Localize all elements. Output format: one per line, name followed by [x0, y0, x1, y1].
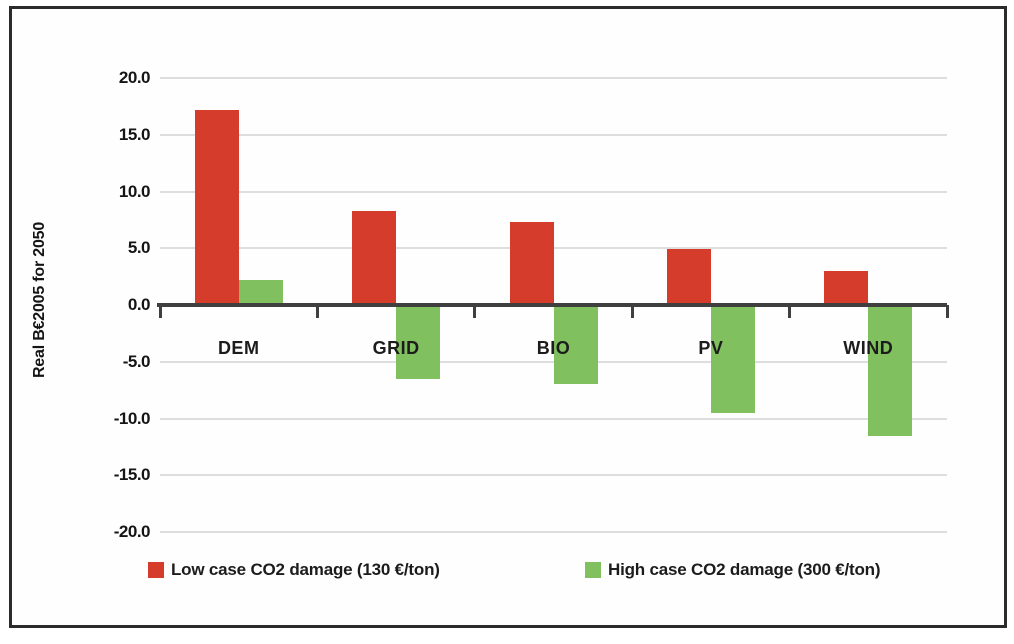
gridline-20: [160, 77, 947, 79]
y-tick-label: 15.0: [118, 124, 151, 144]
x-axis-tick: [788, 305, 792, 318]
x-axis-tick: [473, 305, 477, 318]
bar-pv-low: [666, 249, 711, 305]
y-tick-label: -10.0: [113, 408, 151, 428]
y-tick-label: 10.0: [118, 181, 151, 201]
y-tick-label: -5.0: [122, 351, 151, 371]
bar-dem-low: [194, 109, 239, 305]
gridline-15: [160, 133, 947, 136]
gridline--10: [160, 417, 947, 420]
gridline-10: [160, 190, 947, 193]
legend-swatch-green-icon: [585, 562, 601, 578]
gridline--20: [160, 531, 947, 533]
figure-border: [9, 6, 1007, 628]
bar-bio-high: [553, 305, 598, 385]
legend-label: High case CO2 damage (300 €/ton): [608, 560, 881, 579]
gridline--15: [160, 474, 947, 477]
y-tick-label: -15.0: [113, 465, 151, 485]
legend-label: Low case CO2 damage (130 €/ton): [171, 560, 440, 579]
category-label-wind: WIND: [843, 338, 894, 358]
bar-grid-high: [396, 305, 441, 379]
category-label-grid: GRID: [372, 338, 420, 358]
legend-swatch-red-icon: [148, 562, 164, 578]
bar-bio-low: [509, 222, 554, 305]
category-label-pv: PV: [698, 338, 724, 358]
bar-wind-low: [824, 270, 869, 305]
bar-pv-high: [710, 305, 755, 413]
legend-item-high: High case CO2 damage (300 €/ton): [585, 560, 881, 580]
bar-wind-high: [868, 305, 913, 436]
bar-dem-high: [238, 280, 283, 305]
x-axis-tick: [630, 305, 634, 318]
x-axis-tick: [945, 305, 949, 318]
y-tick-label: 5.0: [127, 238, 151, 258]
category-label-bio: BIO: [536, 338, 571, 358]
bar-grid-low: [352, 210, 397, 305]
x-axis-tick: [315, 305, 319, 318]
y-tick-label: 20.0: [118, 68, 151, 87]
gridline-5: [160, 247, 947, 250]
x-axis-tick: [158, 305, 162, 318]
y-tick-label: -20.0: [113, 522, 151, 541]
x-axis-line: [157, 303, 947, 307]
y-tick-label: 0.0: [127, 295, 151, 314]
legend-item-low: Low case CO2 damage (130 €/ton): [148, 560, 440, 580]
category-label-dem: DEM: [217, 338, 260, 358]
